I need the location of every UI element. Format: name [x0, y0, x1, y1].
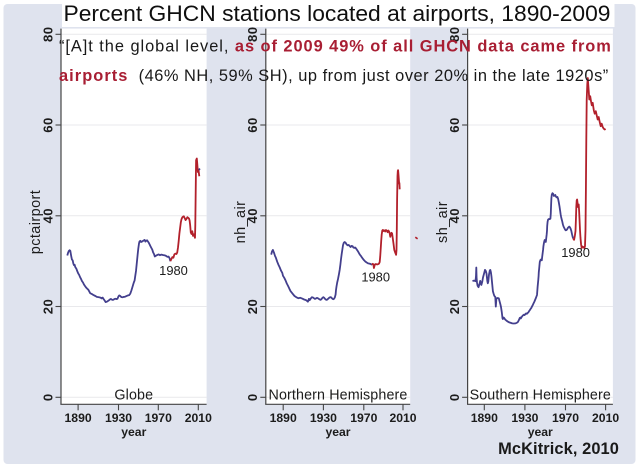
- svg-text:1930: 1930: [511, 411, 538, 425]
- svg-text:1890: 1890: [270, 411, 297, 425]
- svg-text:year: year: [325, 425, 350, 439]
- svg-text:0: 0: [447, 393, 462, 401]
- svg-text:60: 60: [40, 117, 55, 132]
- svg-text:1980: 1980: [361, 270, 390, 285]
- svg-text:Percent GHCN stations located: Percent GHCN stations located at airport…: [64, 1, 611, 26]
- svg-text:1930: 1930: [105, 411, 132, 425]
- svg-text:60: 60: [447, 117, 462, 132]
- svg-text:Northern Hemisphere: Northern Hemisphere: [269, 388, 408, 404]
- svg-text:2010: 2010: [592, 411, 619, 425]
- svg-text:year: year: [121, 425, 146, 439]
- svg-text:1980: 1980: [159, 263, 188, 278]
- svg-text:20: 20: [447, 299, 462, 314]
- svg-text:2010: 2010: [389, 411, 416, 425]
- svg-text:McKitrick, 2010: McKitrick, 2010: [498, 440, 619, 458]
- svg-text:0: 0: [245, 393, 260, 401]
- svg-text:20: 20: [245, 299, 260, 314]
- svg-text:20: 20: [40, 299, 55, 314]
- svg-text:60: 60: [245, 117, 260, 132]
- svg-text:“[A]t the global level, as of: “[A]t the global level, as of 2009 49% o…: [59, 37, 612, 55]
- svg-text:40: 40: [245, 208, 260, 223]
- svg-text:pctairport: pctairport: [28, 190, 44, 255]
- svg-text:40: 40: [40, 208, 55, 223]
- svg-text:2010: 2010: [185, 411, 212, 425]
- svg-text:airports (46% NH, 59% SH), up: airports (46% NH, 59% SH), up from just …: [59, 67, 609, 85]
- svg-text:0: 0: [40, 393, 55, 401]
- svg-text:1970: 1970: [145, 411, 172, 425]
- svg-text:sh_air: sh_air: [435, 201, 451, 243]
- svg-text:1930: 1930: [310, 411, 337, 425]
- svg-text:1890: 1890: [65, 411, 92, 425]
- svg-text:1970: 1970: [552, 411, 579, 425]
- svg-text:1970: 1970: [350, 411, 377, 425]
- svg-text:Southern Hemisphere: Southern Hemisphere: [470, 388, 611, 404]
- svg-text:80: 80: [447, 27, 462, 42]
- svg-text:1980: 1980: [561, 245, 590, 260]
- svg-text:nh_air: nh_air: [233, 201, 249, 244]
- svg-text:40: 40: [447, 208, 462, 223]
- svg-text:Globe: Globe: [114, 388, 153, 404]
- svg-text:1890: 1890: [471, 411, 498, 425]
- svg-text:80: 80: [40, 27, 55, 42]
- svg-text:year: year: [528, 425, 553, 439]
- svg-text:80: 80: [245, 27, 260, 42]
